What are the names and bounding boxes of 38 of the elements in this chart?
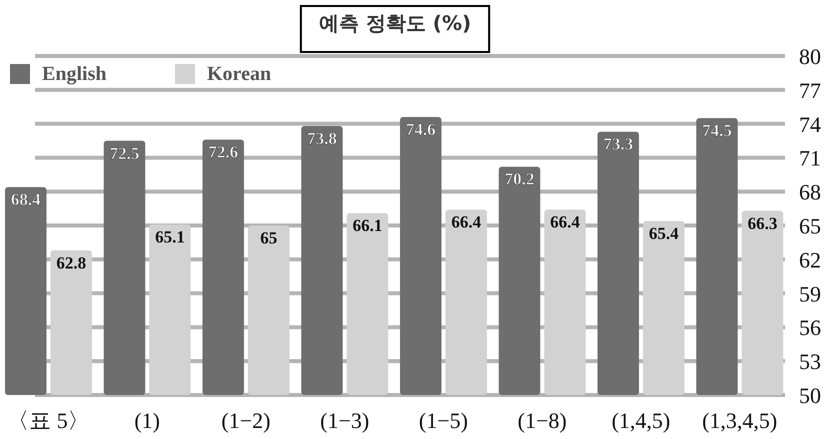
data-label: 66.4 (550, 212, 580, 232)
y-tick-label: 68 (799, 180, 821, 205)
data-label: 74.6 (406, 120, 436, 140)
x-tick-label: 〈표 5〉 (7, 408, 90, 433)
chart-title: 예측 정확도 (%) (318, 11, 472, 35)
data-label: 65.4 (648, 224, 680, 243)
data-label: 70.2 (504, 170, 534, 189)
data-label: 68.4 (10, 190, 42, 210)
legend-label: English (42, 63, 106, 85)
data-label: 66.3 (748, 214, 778, 233)
y-tick-label: 59 (799, 281, 821, 306)
y-tick-label: 62 (799, 247, 821, 272)
x-tick-label: (1−2) (221, 408, 270, 433)
data-label: 66.4 (451, 212, 482, 232)
data-label: 74.5 (702, 121, 732, 140)
y-tick-label: 80 (799, 44, 821, 69)
y-tick-label: 71 (799, 146, 821, 171)
y-tick-label: 77 (799, 78, 821, 103)
legend-label: Korean (207, 63, 272, 85)
data-label: 73.8 (307, 129, 337, 148)
data-label: 72.5 (110, 144, 140, 163)
data-label: 66.1 (352, 216, 382, 236)
y-tick-label: 53 (799, 349, 821, 374)
x-tick-label: (1−8) (518, 408, 567, 433)
x-tick-label: (1) (134, 408, 160, 433)
y-tick-label: 65 (799, 214, 821, 238)
x-tick-label: (1,4,5) (612, 408, 670, 433)
y-tick-label: 50 (799, 383, 821, 408)
x-tick-label: (1,3,4,5) (702, 408, 778, 433)
x-tick-label: (1−3) (320, 408, 370, 433)
data-label: 65 (260, 228, 278, 248)
y-tick-label: 56 (799, 315, 821, 340)
x-tick-label: (1−5) (418, 408, 468, 433)
data-label: 72.6 (208, 142, 238, 162)
data-label: 73.3 (603, 134, 634, 154)
y-tick-label: 74 (799, 112, 821, 137)
data-label: 62.8 (56, 253, 86, 272)
data-label: 65.1 (155, 227, 185, 246)
